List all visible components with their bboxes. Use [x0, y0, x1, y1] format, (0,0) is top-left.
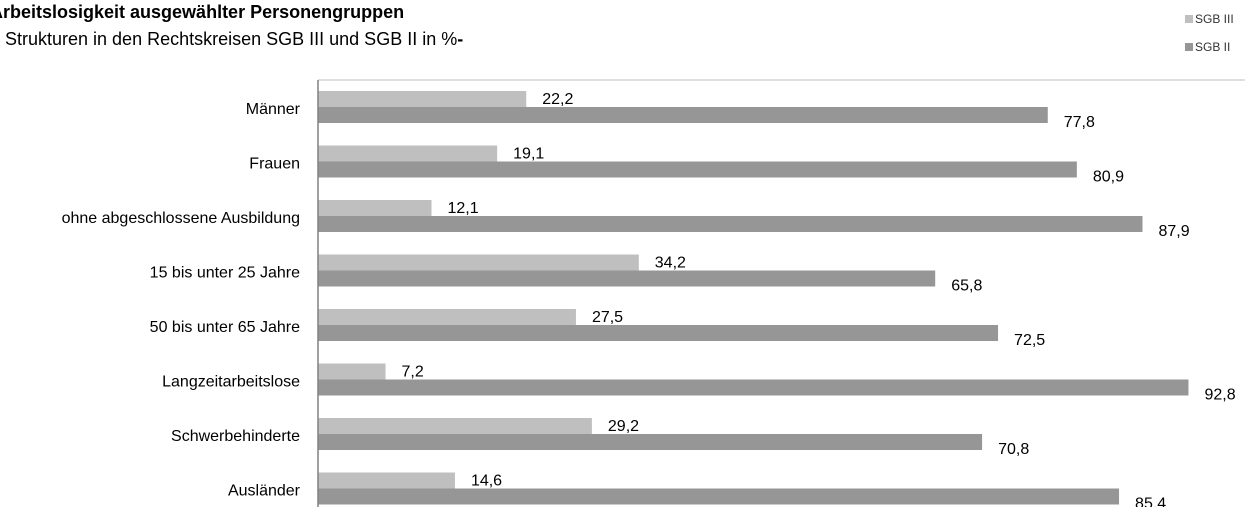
legend-swatch-sgb2 [1185, 43, 1193, 51]
bar-sgb2 [318, 325, 999, 341]
chart-title: Arbeitslosigkeit ausgewählter Personengr… [0, 2, 405, 22]
category-label: ohne abgeschlossene Ausbildung [62, 210, 300, 227]
category-label: Frauen [249, 156, 300, 173]
legend-item-sgb2: SGB II [1185, 37, 1234, 57]
category-label: Ausländer [228, 483, 301, 500]
bar-sgb2 [318, 488, 1120, 505]
legend-label-sgb2: SGB II [1195, 40, 1231, 54]
bar-sgb3 [318, 91, 527, 107]
legend-label-sgb3: SGB III [1195, 12, 1234, 26]
data-label-sgb3: 12,1 [447, 200, 478, 217]
category-label: 50 bis unter 65 Jahre [150, 319, 300, 336]
bar-sgb2 [318, 270, 936, 287]
bar-sgb3 [318, 363, 386, 380]
bar-sgb2 [318, 379, 1189, 396]
chart-subtitle-suffix: - [457, 29, 464, 49]
chart-subtitle: Strukturen in den Rechtskreisen SGB III … [5, 29, 463, 50]
chart-subtitle-text: Strukturen in den Rechtskreisen SGB III … [5, 29, 458, 49]
legend-swatch-sgb3 [1185, 15, 1193, 23]
bar-sgb3 [318, 309, 576, 325]
data-label-sgb2: 70,8 [998, 441, 1029, 458]
data-label-sgb3: 29,2 [608, 418, 639, 435]
data-label-sgb3: 19,1 [513, 146, 544, 163]
bar-sgb3 [318, 145, 498, 162]
chart-legend: SGB III SGB II [1185, 9, 1234, 65]
data-label-sgb2: 77,8 [1064, 114, 1095, 131]
bar-sgb3 [318, 200, 432, 216]
data-label-sgb2: 72,5 [1014, 332, 1045, 349]
bar-sgb2 [318, 216, 1143, 232]
data-label-sgb3: 22,2 [542, 91, 573, 108]
legend-item-sgb3: SGB III [1185, 9, 1234, 29]
data-label-sgb2: 85,4 [1135, 496, 1166, 507]
data-label-sgb2: 87,9 [1159, 223, 1190, 240]
category-label: Langzeitarbeitslose [162, 374, 300, 391]
data-label-sgb3: 7,2 [402, 364, 424, 381]
data-label-sgb2: 80,9 [1093, 169, 1124, 186]
category-label: Schwerbehinderte [171, 428, 300, 445]
bar-sgb3 [318, 472, 455, 489]
bar-sgb3 [318, 254, 639, 271]
data-label-sgb3: 14,6 [471, 473, 502, 490]
data-label-sgb2: 65,8 [951, 278, 982, 295]
bar-sgb3 [318, 418, 592, 434]
bar-sgb2 [318, 161, 1077, 178]
category-label: 15 bis unter 25 Jahre [150, 265, 300, 282]
data-label-sgb3: 27,5 [592, 309, 623, 326]
data-label-sgb2: 92,8 [1204, 387, 1235, 404]
bar-sgb2 [318, 434, 983, 450]
category-label: Männer [246, 101, 301, 118]
data-label-sgb3: 34,2 [655, 255, 686, 272]
bar-sgb2 [318, 107, 1048, 123]
